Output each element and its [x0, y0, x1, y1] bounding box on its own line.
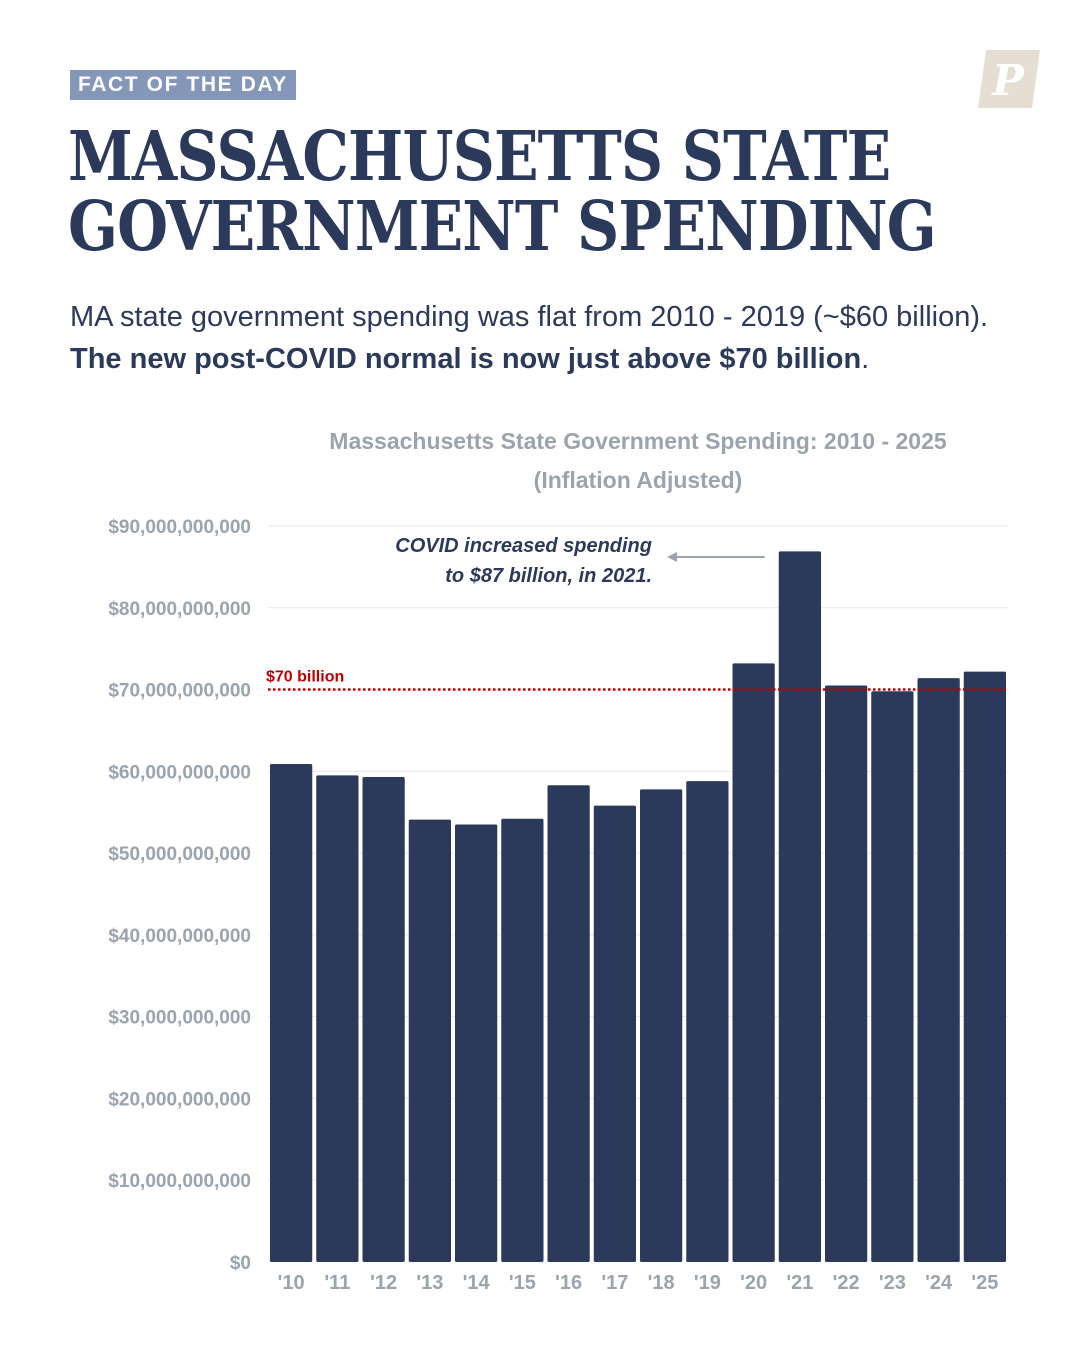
bar — [316, 775, 359, 1262]
bar — [917, 678, 960, 1262]
bar — [686, 781, 729, 1262]
y-tick-label: $30,000,000,000 — [108, 1008, 251, 1029]
x-tick-label: '24 — [925, 1272, 953, 1294]
x-tick-label: '12 — [370, 1272, 397, 1294]
subhead-plain: MA state government spending was flat fr… — [70, 301, 989, 333]
y-tick-label: $70,000,000,000 — [108, 681, 251, 702]
bar — [408, 819, 451, 1262]
annotation-text: to $87 billion, in 2021. — [445, 565, 652, 587]
publisher-logo-icon: P — [978, 50, 1040, 108]
bar — [455, 824, 498, 1262]
bar — [963, 671, 1006, 1262]
x-tick-label: '23 — [879, 1272, 906, 1294]
bar — [593, 805, 636, 1262]
headline-line-2: GOVERNMENT SPENDING — [68, 187, 937, 267]
bar — [270, 763, 313, 1262]
chart-subtitle: (Inflation Adjusted) — [533, 467, 743, 493]
bar — [501, 818, 544, 1262]
bar — [778, 551, 821, 1262]
x-tick-label: '13 — [416, 1272, 443, 1294]
x-tick-label: '17 — [601, 1272, 628, 1294]
logo-letter: P — [991, 56, 1025, 105]
x-tick-label: '11 — [324, 1272, 350, 1294]
y-tick-label: $10,000,000,000 — [108, 1171, 251, 1192]
annotation-text: COVID increased spending — [395, 535, 652, 557]
bar — [362, 777, 405, 1262]
fact-of-the-day-badge: FACT OF THE DAY — [70, 70, 296, 100]
bar — [732, 663, 775, 1262]
chart-title: Massachusetts State Government Spending:… — [268, 422, 1008, 500]
bars — [270, 551, 1006, 1262]
x-axis-labels: '10 '11 '12 '13 '14 '15 '16 '17 '18 '19 '20 '21 '22 '… — [278, 1272, 999, 1294]
x-tick-label: '10 — [278, 1272, 305, 1294]
subheadline: MA state government spending was flat fr… — [70, 296, 1040, 380]
headline-line-1: MASSACHUSETTS STATE — [68, 117, 891, 197]
x-tick-label: '14 — [463, 1272, 491, 1294]
reference-line-label: $70 billion — [266, 669, 344, 686]
y-tick-label: $50,000,000,000 — [108, 844, 251, 865]
bar — [547, 785, 590, 1262]
x-tick-label: '15 — [509, 1272, 536, 1294]
x-tick-label: '21 — [786, 1272, 813, 1294]
y-tick-label: $90,000,000,000 — [108, 517, 251, 538]
reference-line-group: $70 billion — [266, 669, 1008, 691]
y-axis-labels: $0 $10,000,000,000 $20,000,000,000 $30,000,… — [108, 517, 251, 1274]
logo-badge — [978, 50, 1040, 108]
annotation-group: COVID increased spending to $87 billion, … — [395, 535, 765, 587]
subhead-bold: The new post-COVID normal is now just ab… — [70, 343, 862, 375]
bar — [871, 691, 914, 1262]
subhead-end: . — [861, 343, 870, 375]
bar — [640, 789, 683, 1262]
chart-title-main: Massachusetts State Government Spending:… — [329, 428, 947, 454]
kicker-label: FACT OF THE DAY — [78, 73, 288, 96]
page-headline: MASSACHUSETTS STATE GOVERNMENT SPENDING — [68, 117, 937, 267]
x-tick-label: '18 — [648, 1272, 675, 1294]
y-tick-label: $80,000,000,000 — [108, 599, 251, 620]
annotation-arrow-head — [667, 552, 677, 562]
y-tick-label: $40,000,000,000 — [108, 926, 251, 947]
y-tick-label: $60,000,000,000 — [108, 762, 251, 783]
x-tick-label: '20 — [740, 1272, 767, 1294]
y-tick-label: $20,000,000,000 — [108, 1089, 251, 1110]
bar — [825, 685, 868, 1262]
x-tick-label: '25 — [971, 1272, 998, 1294]
x-tick-label: '19 — [694, 1272, 721, 1294]
y-tick-label: $0 — [230, 1253, 251, 1274]
x-tick-label: '22 — [833, 1272, 860, 1294]
x-tick-label: '16 — [555, 1272, 582, 1294]
